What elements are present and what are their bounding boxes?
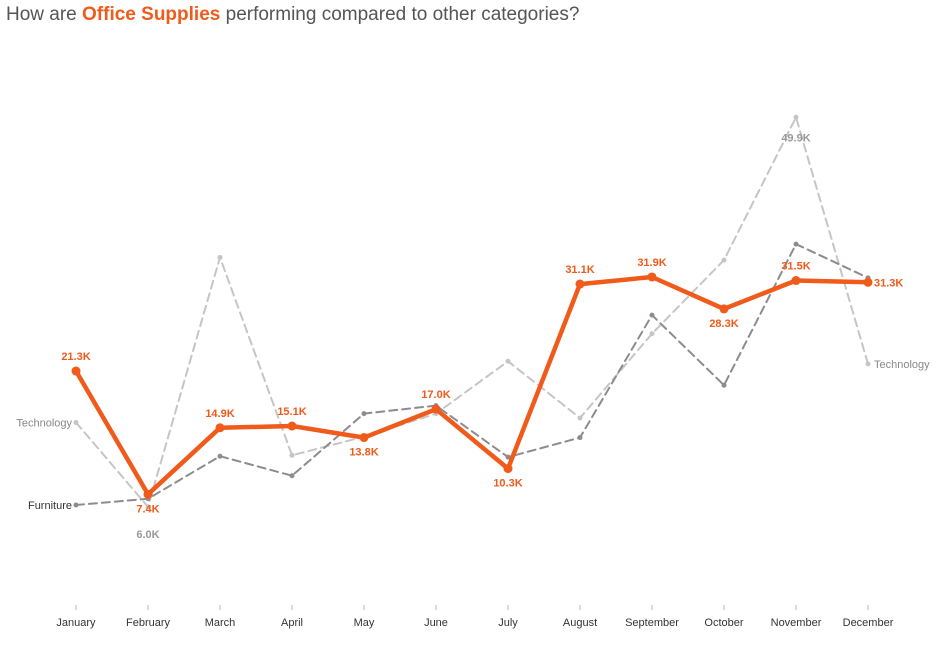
office-supplies-point-may <box>359 433 369 443</box>
x-tick-label-january: January <box>56 617 96 629</box>
office-supplies-label-november: 31.5K <box>781 261 810 273</box>
technology-point-october <box>721 257 727 263</box>
x-tick-label-march: March <box>205 617 236 629</box>
chart-title: How are Office Supplies performing compa… <box>6 4 579 26</box>
title-highlight: Office Supplies <box>82 4 221 25</box>
office-supplies-point-august <box>575 279 585 289</box>
technology-label-february: 6.0K <box>136 529 159 541</box>
technology-label-november: 49.9K <box>781 132 810 144</box>
technology-point-april <box>289 452 295 458</box>
technology-point-february <box>145 504 151 510</box>
data-labels: 21.3K 7.4K 14.9K 15.1K 13.8K 17.0K 10.3K 31.1K 3… <box>16 132 930 541</box>
office-supplies-label-september: 31.9K <box>637 257 666 269</box>
furniture-point-october <box>721 382 727 388</box>
furniture-series-label: Furniture <box>28 500 72 512</box>
title-prefix: How are <box>6 4 83 25</box>
technology-point-november <box>793 114 799 120</box>
furniture-point-november <box>793 241 799 247</box>
office-supplies-label-july: 10.3K <box>493 478 522 490</box>
office-supplies-label-february: 7.4K <box>136 503 159 515</box>
title-suffix: performing compared to other categories? <box>220 4 580 25</box>
office-supplies-point-september <box>647 272 657 282</box>
office-supplies-label-october: 28.3K <box>709 318 738 330</box>
office-supplies-point-january <box>71 366 81 376</box>
technology-series-label-start: Technology <box>16 417 72 429</box>
x-axis: January February March April May June July Augu… <box>56 605 894 629</box>
x-tick-label-may: May <box>354 617 375 629</box>
office-supplies-label-january: 21.3K <box>61 351 90 363</box>
office-supplies-point-july <box>503 464 513 474</box>
x-tick-label-july: July <box>498 617 518 629</box>
x-tick-label-september: September <box>625 617 679 629</box>
office-supplies-label-august: 31.1K <box>565 264 594 276</box>
office-supplies-point-february <box>143 489 153 499</box>
technology-line <box>75 116 869 508</box>
technology-point-december <box>865 361 871 367</box>
furniture-point-july <box>505 454 511 460</box>
x-tick-label-june: June <box>424 617 448 629</box>
furniture-point-august <box>577 435 583 441</box>
office-supplies-point-november <box>791 276 801 286</box>
furniture-point-april <box>289 473 295 479</box>
x-tick-label-october: October <box>704 617 743 629</box>
furniture-point-may <box>361 411 367 417</box>
technology-point-july <box>505 358 511 364</box>
office-supplies-label-june: 17.0K <box>421 389 450 401</box>
technology-series-label-end: Technology <box>874 359 930 371</box>
furniture-line <box>75 243 869 506</box>
x-tick-label-november: November <box>771 617 822 629</box>
office-supplies-point-march <box>215 423 225 433</box>
x-tick-label-august: August <box>563 617 597 629</box>
office-supplies-label-april: 15.1K <box>277 406 306 418</box>
x-tick-label-april: April <box>281 617 303 629</box>
x-tick-label-december: December <box>843 617 894 629</box>
furniture-point-march <box>217 453 223 459</box>
furniture-point-september <box>649 312 655 318</box>
technology-point-august <box>577 415 583 421</box>
office-supplies-point-october <box>719 304 729 314</box>
office-supplies-label-may: 13.8K <box>349 447 378 459</box>
technology-point-january <box>73 419 79 425</box>
office-supplies-label-march: 14.9K <box>205 408 234 420</box>
technology-point-march <box>217 254 223 260</box>
office-supplies-label-december: 31.3K <box>874 277 903 289</box>
technology-point-september <box>649 331 655 337</box>
x-tick-label-february: February <box>126 617 171 629</box>
office-supplies-point-june <box>431 404 441 414</box>
office-supplies-point-december <box>863 277 873 287</box>
furniture-point-january <box>73 502 79 508</box>
series-lines <box>71 114 873 510</box>
office-supplies-line <box>73 274 871 497</box>
office-supplies-point-april <box>287 421 297 431</box>
